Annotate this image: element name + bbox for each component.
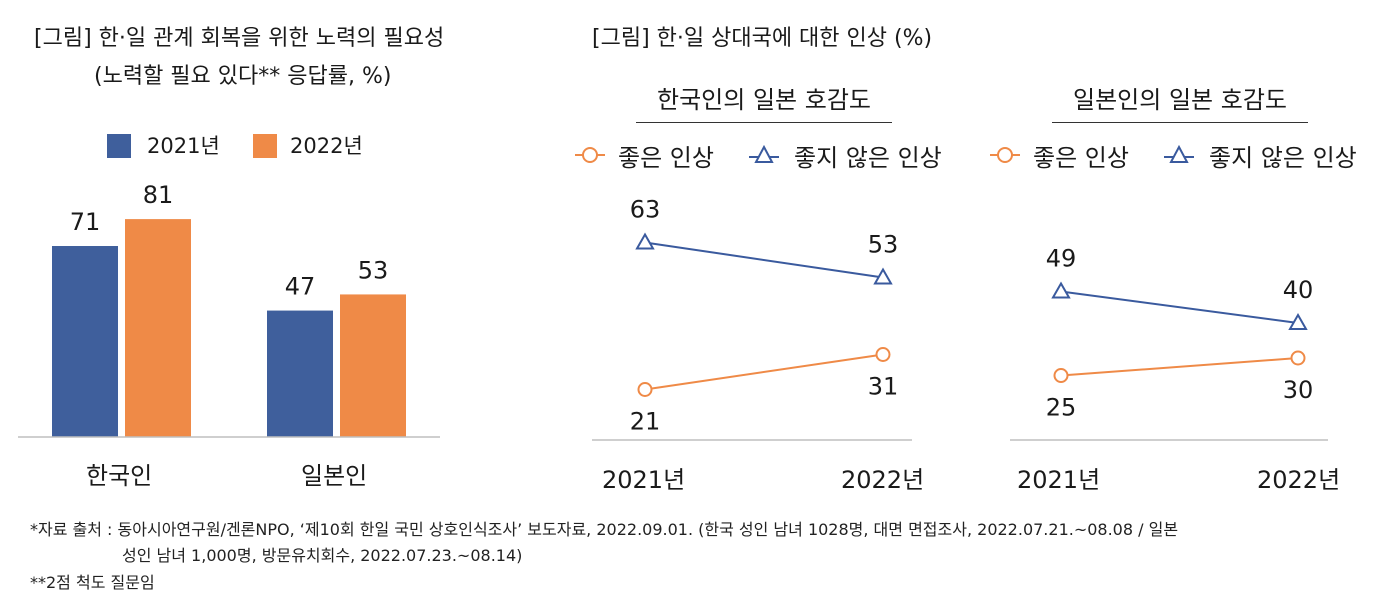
good-point-0-1 [875,347,891,362]
good-point-1-1 [1290,350,1306,366]
circle-marker-icon [990,147,1020,163]
footnote: **2점 척도 질문임 [30,573,155,592]
korea-x-label-1: 2022년 [841,466,925,494]
legend-swatch-2021 [107,134,131,158]
legend-bad-korea: 좋지 않은 인상 [794,144,942,172]
good-point-0-0 [637,382,653,397]
good-value-label-0-1: 31 [868,373,899,401]
left-chart-title: [그림] 한·일 관계 회복을 위한 노력의 필요성 [34,26,445,51]
bar-1-1 [340,294,406,437]
circle-marker-icon [575,147,605,163]
series-line-0-1 [644,241,884,279]
good-value-label-1-1: 30 [1283,376,1314,404]
legend-bad-japan: 좋지 않은 인상 [1209,144,1357,172]
left-chart-subtitle: (노력할 필요 있다** 응답률, %) [94,64,392,89]
source-note-line2: 성인 남녀 1,000명, 방문유치회수, 2022.07.23.~08.14) [122,546,523,565]
bar-0-0 [52,246,118,437]
right-chart-title: [그림] 한·일 상대국에 대한 인상 (%) [592,26,933,51]
triangle-marker-icon [1164,144,1194,163]
japan-x-label-0: 2021년 [1017,466,1101,494]
bar-value-label-1-0: 47 [285,273,316,301]
bar-value-label-0-1: 81 [143,181,174,209]
bar-value-label-1-1: 53 [358,256,389,284]
bad-point-0-0 [635,232,655,250]
legend-good-korea: 좋은 인상 [618,144,714,172]
bad-value-label-1-0: 49 [1046,245,1077,273]
bad-value-label-0-0: 63 [630,196,661,224]
series-line-0-0 [644,353,884,391]
bad-value-label-0-1: 53 [868,231,899,259]
panel-title-japan: 일본인의 일본 호감도 [1052,74,1308,123]
legend-label-2022: 2022년 [290,134,363,158]
good-value-label-1-0: 25 [1046,394,1077,422]
korea-x-label-0: 2021년 [602,466,686,494]
bar-value-label-0-0: 71 [70,208,101,236]
bar-category-label-1: 일본인 [301,462,368,490]
panel-title-korea: 한국인의 일본 호감도 [636,74,892,123]
bar-0-1 [125,219,191,437]
series-line-1-0 [1060,357,1299,377]
good-point-1-0 [1053,368,1069,383]
panel-title-korea-text: 한국인의 일본 호감도 [657,86,871,114]
good-value-label-0-0: 21 [630,408,661,436]
bad-point-1-1 [1288,312,1308,330]
bar-chart: 71 81 47 53 [18,181,440,438]
series-line-1-1 [1060,290,1299,324]
legend-label-2021: 2021년 [147,134,220,158]
legend-good-japan: 좋은 인상 [1033,144,1129,172]
triangle-marker-icon [749,144,779,163]
bad-point-1-0 [1051,281,1071,299]
panel-title-japan-text: 일본인의 일본 호감도 [1073,86,1287,114]
bar-1-0 [267,310,333,437]
bad-value-label-1-1: 40 [1283,276,1314,304]
bar-category-label-0: 한국인 [86,462,153,490]
source-note-line1: *자료 출처 : 동아시아연구원/겐론NPO, ‘제10회 한일 국민 상호인식… [30,520,1179,539]
japan-x-label-1: 2022년 [1257,466,1341,494]
bad-point-0-1 [873,267,893,285]
legend-swatch-2022 [253,134,277,158]
